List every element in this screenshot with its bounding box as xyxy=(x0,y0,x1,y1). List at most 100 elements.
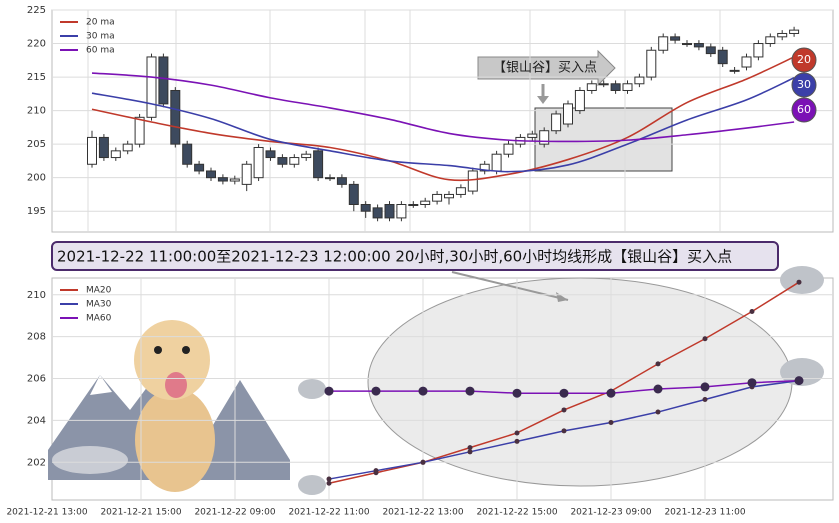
y-tick-label: 215 xyxy=(27,72,46,83)
x-tick-label: 2021-12-21 13:00 xyxy=(6,508,87,518)
candle-body xyxy=(777,32,788,38)
title-box xyxy=(51,241,779,271)
point xyxy=(465,386,475,396)
candle-body xyxy=(455,187,466,195)
dog-eye xyxy=(154,346,162,354)
point xyxy=(653,384,663,394)
point xyxy=(749,309,755,315)
point xyxy=(514,430,520,436)
candle-body xyxy=(479,163,490,172)
point xyxy=(326,480,332,486)
down-arrow-head xyxy=(537,96,549,104)
candle-body xyxy=(384,204,395,219)
candle-body xyxy=(265,150,276,159)
x-tick-label: 2021-12-22 13:00 xyxy=(382,508,463,518)
decor xyxy=(48,9,834,501)
bottom-frame xyxy=(51,277,834,501)
candle-body xyxy=(693,43,704,48)
candle-body xyxy=(432,193,443,202)
annotation: 【银山谷】买入点 xyxy=(493,61,597,76)
legend-label: 20 ma xyxy=(86,18,115,28)
point xyxy=(418,386,428,396)
point xyxy=(608,420,614,426)
candle-body xyxy=(170,89,181,145)
candle-body xyxy=(610,83,621,91)
ingot xyxy=(52,446,128,474)
candle-body xyxy=(729,69,740,72)
candle-body xyxy=(158,56,169,105)
point xyxy=(655,361,661,367)
candle-body xyxy=(717,49,728,65)
candle-body xyxy=(444,193,454,199)
candle-body xyxy=(753,43,764,58)
chart-title: 2021-12-22 11:00:00至2021-12-23 12:00:00 … xyxy=(57,248,732,266)
candle-body xyxy=(586,83,597,91)
candle-body xyxy=(658,36,669,51)
point xyxy=(702,396,708,402)
ingot xyxy=(298,379,326,399)
point xyxy=(559,388,569,398)
point xyxy=(794,376,804,386)
candle-body xyxy=(634,76,645,85)
y-tick-label: 210 xyxy=(27,106,46,117)
y-tick-label: 210 xyxy=(27,290,46,301)
candle-body xyxy=(182,143,193,165)
candle-body xyxy=(313,150,324,179)
candle-body xyxy=(241,163,252,185)
candle-body xyxy=(277,157,288,165)
y-tick-label: 195 xyxy=(27,206,46,217)
point xyxy=(371,386,381,396)
candle-body xyxy=(789,29,800,34)
x-tick-label: 2021-12-22 11:00 xyxy=(288,508,369,518)
candle-body xyxy=(682,43,692,46)
candle-body xyxy=(622,83,633,91)
point xyxy=(796,279,802,285)
candle-body xyxy=(491,153,502,172)
candle-body xyxy=(110,150,121,159)
y-tick-label: 206 xyxy=(27,374,46,385)
candle-body xyxy=(598,83,609,86)
dog-body xyxy=(135,388,215,492)
point xyxy=(606,388,616,398)
point xyxy=(467,449,473,455)
candle-body xyxy=(229,178,240,182)
point xyxy=(747,378,757,388)
candle-body xyxy=(348,183,359,206)
ma-line xyxy=(91,72,795,143)
candle-body xyxy=(563,103,573,125)
snow xyxy=(90,375,112,395)
point xyxy=(514,438,520,444)
candle-body xyxy=(301,153,312,159)
y-tick-label: 202 xyxy=(27,457,46,468)
candle-body xyxy=(87,136,97,165)
x-tick-label: 2021-12-22 15:00 xyxy=(476,508,557,518)
candle-body xyxy=(134,116,145,145)
candle-body xyxy=(336,177,347,185)
point xyxy=(655,409,661,415)
y-tick-label: 204 xyxy=(27,415,46,426)
candle-body xyxy=(194,163,205,172)
annotation-arrow xyxy=(477,49,616,87)
pointer-arrow xyxy=(451,271,569,301)
candle-body xyxy=(396,204,407,219)
candle-body xyxy=(670,36,681,41)
dog-eye xyxy=(182,346,190,354)
point xyxy=(324,386,334,396)
y-tick-label: 225 xyxy=(27,5,46,16)
legend-label: 60 ma xyxy=(86,46,115,56)
candle-body xyxy=(420,200,431,206)
end-badge xyxy=(791,47,817,73)
point xyxy=(467,445,473,451)
x-tick-label: 2021-12-23 09:00 xyxy=(570,508,651,518)
y-tick-label: 200 xyxy=(27,173,46,184)
candle-body xyxy=(122,143,133,152)
x-tick-label: 2021-12-23 11:00 xyxy=(664,508,745,518)
candle-body xyxy=(646,49,657,78)
point xyxy=(373,468,379,474)
candle-body xyxy=(765,36,776,45)
legend-label: MA60 xyxy=(86,314,112,324)
ma-line xyxy=(91,56,795,182)
end-label: 20 xyxy=(797,53,811,66)
end-label: 30 xyxy=(797,78,811,91)
